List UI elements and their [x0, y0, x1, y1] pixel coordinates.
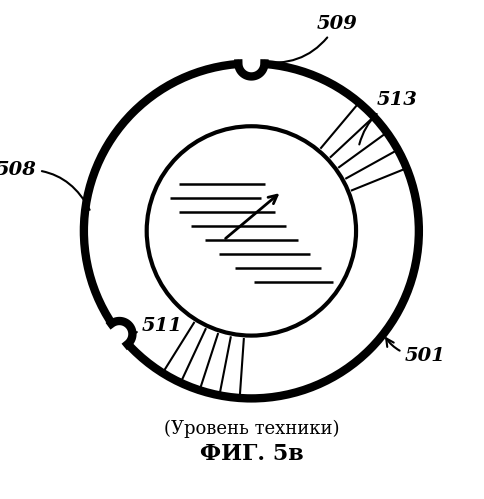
Text: 513: 513	[359, 91, 418, 144]
Text: 508: 508	[0, 161, 90, 210]
Text: 509: 509	[259, 14, 357, 63]
Circle shape	[238, 50, 264, 76]
Circle shape	[106, 321, 133, 347]
Text: ФИГ. 5в: ФИГ. 5в	[199, 443, 303, 465]
Text: 511: 511	[126, 317, 183, 341]
Text: (Уровень техники): (Уровень техники)	[164, 420, 339, 438]
Text: 501: 501	[386, 338, 446, 365]
